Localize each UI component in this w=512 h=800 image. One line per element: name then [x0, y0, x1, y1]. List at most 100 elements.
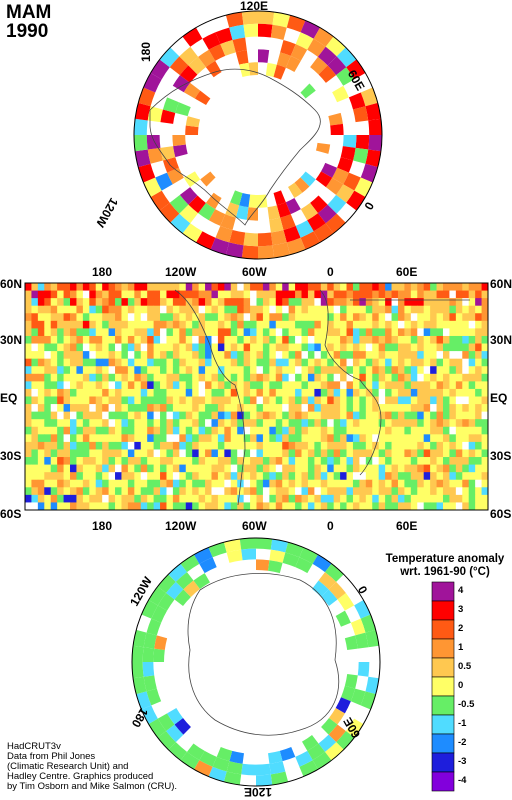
map-cell [340, 472, 347, 481]
map-cell [301, 381, 309, 390]
map-cell [160, 449, 167, 458]
map-cell [224, 494, 232, 503]
map-cell [205, 479, 212, 488]
map-cell [192, 388, 200, 397]
credits: HadCRUT3v Data from Phil Jones (Climatic… [7, 741, 177, 792]
map-cell [385, 411, 392, 420]
map-cell [385, 328, 392, 337]
map-cell [250, 373, 257, 382]
polar-cell [324, 563, 344, 582]
polar-cell [150, 190, 170, 211]
map-cell [198, 290, 206, 299]
map-cell [82, 320, 90, 329]
map-cell [89, 411, 97, 420]
map-cell [475, 457, 482, 465]
map-cell [25, 366, 32, 375]
map-cell [256, 320, 264, 329]
map-cell [391, 472, 399, 481]
legend-swatch [431, 714, 455, 735]
map-cell [57, 464, 64, 473]
map-cell [160, 298, 167, 307]
map-cell [147, 479, 155, 488]
map-cell [115, 320, 122, 329]
map-cell [50, 426, 58, 435]
map-cell [442, 283, 450, 291]
map-cell [198, 464, 206, 473]
map-cell [179, 494, 187, 503]
map-cell [172, 479, 180, 488]
map-cell [346, 366, 354, 375]
map-cell [50, 366, 58, 375]
map-cell [70, 502, 77, 511]
map-cell [282, 283, 290, 291]
polar-cell [135, 149, 151, 168]
map-cell [76, 411, 84, 420]
map-cell [282, 381, 290, 390]
map-cell [89, 487, 97, 496]
map-cell [153, 457, 161, 465]
map-cell [153, 479, 161, 488]
map-cell [89, 351, 97, 360]
map-cell [108, 335, 116, 344]
polar-cell [286, 237, 306, 255]
map-cell [108, 298, 116, 307]
map-cell [320, 388, 328, 397]
map-cell [172, 457, 180, 465]
map-cell [134, 366, 142, 375]
map-cell [301, 502, 309, 511]
map-cell [160, 366, 167, 375]
map-cell [217, 464, 225, 473]
map-cell [127, 502, 135, 511]
polar-cell [295, 557, 313, 574]
polar-cell [194, 90, 211, 105]
map-cell [288, 449, 296, 458]
map-cell [333, 449, 341, 458]
map-cell [237, 411, 245, 420]
map-cell [217, 411, 225, 420]
map-cell [37, 472, 45, 481]
map-cell [31, 419, 39, 428]
map-cell [205, 464, 212, 473]
map-cell [481, 328, 489, 337]
map-cell [89, 366, 97, 375]
map-cell [372, 320, 380, 329]
map-cell [397, 434, 405, 443]
map-cell [127, 328, 135, 337]
map-cell [320, 449, 328, 458]
map-cell [346, 441, 354, 450]
map-cell [172, 351, 180, 360]
map-cell [192, 441, 200, 450]
map-cell [430, 419, 437, 428]
map-cell [25, 487, 32, 496]
map-cell [365, 351, 373, 360]
map-cell [301, 366, 309, 375]
map-cell [314, 358, 322, 367]
map-cell [372, 472, 380, 481]
map-cell [288, 388, 296, 397]
map-cell [365, 358, 373, 367]
polar-cell [354, 600, 371, 619]
map-cell [307, 320, 315, 329]
map-cell [108, 464, 116, 473]
map-cell [410, 358, 418, 367]
map-cell [121, 373, 129, 382]
map-cell [404, 351, 412, 360]
map-cell [153, 494, 161, 503]
map-cell [314, 419, 322, 428]
lon-label-60e-bottom: 60E [396, 519, 418, 533]
map-cell [475, 494, 482, 503]
map-cell [140, 290, 148, 299]
map-cell [211, 320, 219, 329]
map-cell [320, 404, 328, 413]
map-cell [217, 298, 225, 307]
map-cell [115, 396, 122, 405]
legend-label: 1 [458, 642, 464, 653]
map-cell [57, 351, 64, 360]
polar-cell [368, 135, 382, 152]
map-cell [468, 313, 476, 322]
map-cell [198, 351, 206, 360]
map-cell [217, 487, 225, 496]
map-cell [340, 411, 347, 420]
map-cell [37, 313, 45, 322]
map-cell [166, 305, 174, 314]
